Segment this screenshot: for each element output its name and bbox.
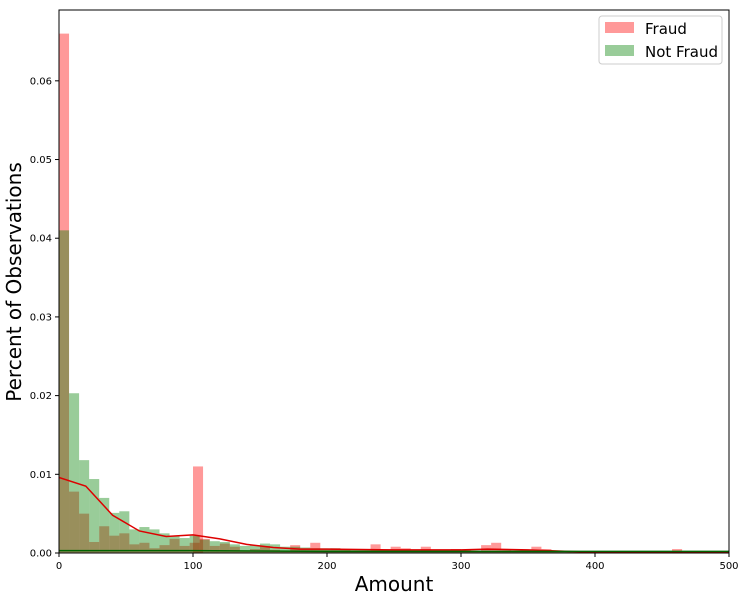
bar-fraud (119, 533, 130, 553)
y-axis-label: Percent of Observations (2, 162, 26, 401)
bar-not-fraud (290, 546, 301, 553)
y-tick-label: 0.05 (30, 155, 52, 166)
bar-fraud (169, 538, 180, 553)
y-tick-label: 0.00 (30, 549, 52, 560)
bar-not-fraud (169, 536, 180, 553)
bar-fraud (109, 535, 120, 553)
bar-not-fraud (189, 535, 200, 553)
y-axis: 0.00 0.01 0.02 0.03 0.04 0.05 0.06 (30, 76, 59, 560)
bar-fraud (199, 538, 210, 553)
bar-fraud (280, 551, 291, 553)
bar-not-fraud (531, 551, 542, 553)
bar-fraud (89, 541, 100, 553)
bar-not-fraud (320, 548, 331, 553)
y-tick-label: 0.06 (30, 76, 52, 87)
bar-fraud (79, 513, 90, 553)
bar-not-fraud (330, 548, 341, 553)
bar-not-fraud (179, 538, 190, 553)
bar-not-fraud (541, 551, 552, 553)
x-tick-label: 100 (183, 561, 202, 572)
bar-not-fraud (69, 393, 80, 553)
bar-not-fraud (159, 533, 170, 553)
bar-fraud (139, 542, 150, 553)
bar-fraud (229, 546, 240, 553)
bar-fraud (551, 551, 562, 553)
bar-not-fraud (119, 511, 130, 553)
bar-fraud (59, 33, 70, 553)
legend-label-not-fraud: Not Fraud (645, 43, 718, 61)
legend-swatch-fraud (605, 22, 634, 33)
y-tick-label: 0.03 (30, 312, 52, 323)
y-tick-label: 0.01 (30, 470, 52, 481)
bar-not-fraud (239, 545, 250, 553)
legend-frame (598, 15, 723, 65)
bar-fraud (69, 491, 80, 553)
x-tick-label: 400 (585, 561, 604, 572)
y-tick-label: 0.04 (30, 234, 52, 245)
bar-not-fraud (551, 551, 562, 553)
x-tick-label: 0 (56, 561, 62, 572)
bar-not-fraud (109, 512, 120, 553)
bar-fraud (179, 545, 190, 553)
kde-line-not-fraud (59, 549, 729, 553)
legend-label-fraud: Fraud (645, 20, 687, 38)
x-axis: 0 100 200 300 400 500 (56, 553, 739, 572)
bar-fraud (99, 526, 110, 553)
x-tick-label: 200 (317, 561, 336, 572)
bar-not-fraud (199, 539, 210, 553)
bar-not-fraud (270, 544, 281, 553)
plot-area (59, 33, 729, 553)
bar-fraud (561, 551, 572, 553)
bar-fraud (189, 542, 200, 553)
bar-not-fraud (149, 529, 160, 553)
x-tick-label: 300 (451, 561, 470, 572)
bar-not-fraud (89, 479, 100, 553)
bar-fraud (491, 542, 502, 553)
bar-fraud (209, 545, 220, 553)
bar-not-fraud (229, 544, 240, 553)
bar-not-fraud (219, 541, 230, 553)
bar-not-fraud (209, 541, 220, 553)
bar-not-fraud (99, 497, 110, 553)
y-tick-label: 0.02 (30, 391, 52, 402)
bar-not-fraud (280, 546, 291, 553)
series-layer (59, 33, 729, 553)
bar-not-fraud (139, 527, 150, 553)
plot-frame (58, 9, 730, 554)
bar-fraud (260, 545, 271, 553)
bar-fraud (193, 466, 204, 553)
x-axis-label: Amount (355, 572, 434, 596)
bar-not-fraud (260, 543, 271, 553)
bar-fraud (159, 545, 170, 553)
bar-not-fraud (59, 230, 70, 553)
bar-fraud (219, 543, 230, 553)
legend: Fraud Not Fraud (598, 15, 723, 65)
bar-fraud (400, 548, 411, 553)
bar-not-fraud (300, 547, 311, 553)
x-tick-label: 500 (719, 561, 738, 572)
bar-fraud (310, 542, 321, 553)
legend-swatch-not-fraud (605, 45, 634, 56)
bar-fraud (239, 551, 250, 553)
bar-not-fraud (129, 529, 140, 553)
bar-not-fraud (249, 545, 260, 553)
bar-not-fraud (79, 460, 90, 553)
bar-fraud (370, 544, 381, 553)
bar-not-fraud (561, 551, 572, 553)
bar-fraud (330, 548, 341, 553)
bar-fraud (129, 544, 140, 553)
